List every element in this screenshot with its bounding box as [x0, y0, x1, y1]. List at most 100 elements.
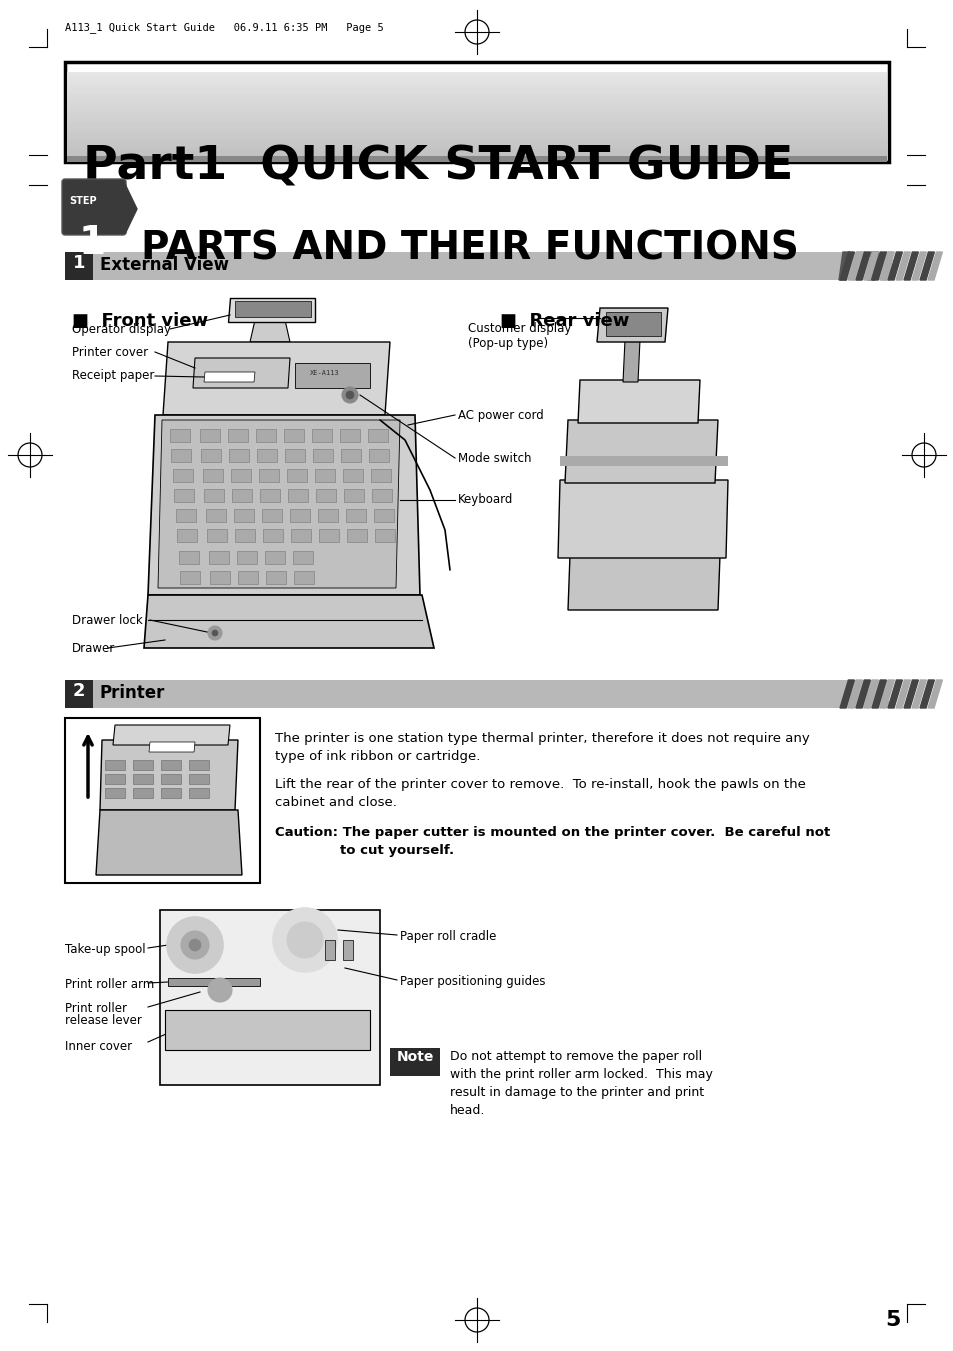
Text: Note: Note: [395, 1050, 434, 1065]
Text: Do not attempt to remove the paper roll
with the print roller arm locked.  This : Do not attempt to remove the paper roll …: [450, 1050, 712, 1117]
Bar: [67, 108, 886, 109]
Polygon shape: [165, 1011, 370, 1050]
Bar: [317, 509, 337, 521]
Text: ■  Front view: ■ Front view: [71, 312, 208, 330]
Polygon shape: [149, 742, 194, 753]
Bar: [67, 130, 886, 131]
Bar: [290, 509, 310, 521]
Polygon shape: [903, 680, 918, 708]
Bar: [375, 530, 395, 542]
Bar: [204, 489, 224, 503]
Circle shape: [287, 921, 323, 958]
Bar: [67, 146, 886, 147]
Bar: [132, 774, 152, 784]
Polygon shape: [871, 680, 885, 708]
Polygon shape: [144, 594, 434, 648]
Bar: [132, 761, 152, 770]
Bar: [343, 469, 363, 482]
Text: PARTS AND THEIR FUNCTIONS: PARTS AND THEIR FUNCTIONS: [141, 230, 798, 267]
Bar: [369, 449, 389, 462]
Bar: [172, 449, 192, 462]
Bar: [371, 469, 391, 482]
Bar: [132, 788, 152, 798]
Bar: [347, 530, 367, 542]
Bar: [161, 774, 181, 784]
Bar: [209, 551, 229, 563]
Polygon shape: [100, 740, 237, 811]
Bar: [67, 118, 886, 119]
Bar: [65, 680, 888, 708]
Bar: [67, 153, 886, 159]
Polygon shape: [879, 680, 894, 708]
Bar: [67, 104, 886, 107]
Bar: [200, 430, 220, 442]
Bar: [105, 761, 125, 770]
Bar: [284, 430, 304, 442]
Bar: [341, 449, 361, 462]
Polygon shape: [852, 253, 863, 280]
Polygon shape: [863, 680, 878, 708]
Bar: [67, 141, 886, 142]
Bar: [67, 131, 886, 134]
Bar: [67, 113, 886, 115]
Bar: [67, 109, 886, 112]
Polygon shape: [927, 680, 942, 708]
Bar: [65, 717, 260, 884]
Bar: [67, 155, 886, 162]
Bar: [105, 788, 125, 798]
FancyBboxPatch shape: [62, 178, 126, 235]
Text: Take-up spool: Take-up spool: [65, 943, 146, 957]
Bar: [260, 489, 280, 503]
Polygon shape: [887, 253, 902, 280]
Bar: [208, 530, 227, 542]
Bar: [67, 92, 886, 93]
Bar: [189, 788, 209, 798]
Bar: [67, 155, 886, 157]
Bar: [319, 530, 339, 542]
Bar: [294, 363, 370, 388]
Bar: [67, 124, 886, 126]
Circle shape: [212, 630, 218, 636]
Text: STEP: STEP: [69, 196, 96, 205]
Text: Printer cover: Printer cover: [71, 346, 148, 358]
Polygon shape: [597, 308, 667, 342]
Bar: [372, 489, 392, 503]
Bar: [67, 158, 886, 161]
Bar: [234, 301, 311, 317]
Polygon shape: [879, 253, 894, 280]
Text: AC power cord: AC power cord: [457, 408, 543, 422]
Bar: [67, 72, 886, 74]
Bar: [233, 509, 253, 521]
Polygon shape: [919, 680, 933, 708]
Text: Customer display
(Pop-up type): Customer display (Pop-up type): [468, 322, 571, 350]
Bar: [67, 80, 886, 81]
Bar: [201, 449, 221, 462]
Bar: [263, 530, 283, 542]
Bar: [67, 107, 886, 108]
Bar: [67, 115, 886, 118]
Circle shape: [208, 626, 222, 640]
Bar: [211, 571, 231, 584]
Circle shape: [189, 939, 201, 951]
Bar: [67, 135, 886, 136]
Bar: [339, 430, 359, 442]
Bar: [67, 161, 886, 162]
Polygon shape: [855, 253, 869, 280]
Text: Caution: The paper cutter is mounted on the printer cover.  Be careful not: Caution: The paper cutter is mounted on …: [274, 825, 829, 839]
Polygon shape: [838, 253, 849, 280]
Polygon shape: [567, 555, 720, 611]
Text: Inner cover: Inner cover: [65, 1040, 132, 1052]
Polygon shape: [871, 253, 885, 280]
Polygon shape: [564, 420, 718, 484]
Bar: [67, 99, 886, 101]
Bar: [161, 761, 181, 770]
Bar: [174, 489, 194, 503]
Bar: [206, 509, 226, 521]
Text: Part1  QUICK START GUIDE: Part1 QUICK START GUIDE: [83, 145, 793, 189]
Polygon shape: [228, 299, 314, 322]
Bar: [236, 551, 256, 563]
Bar: [203, 469, 223, 482]
Text: A113_1 Quick Start Guide   06.9.11 6:35 PM   Page 5: A113_1 Quick Start Guide 06.9.11 6:35 PM…: [65, 22, 383, 32]
Text: Keyboard: Keyboard: [457, 493, 513, 507]
Polygon shape: [895, 253, 909, 280]
